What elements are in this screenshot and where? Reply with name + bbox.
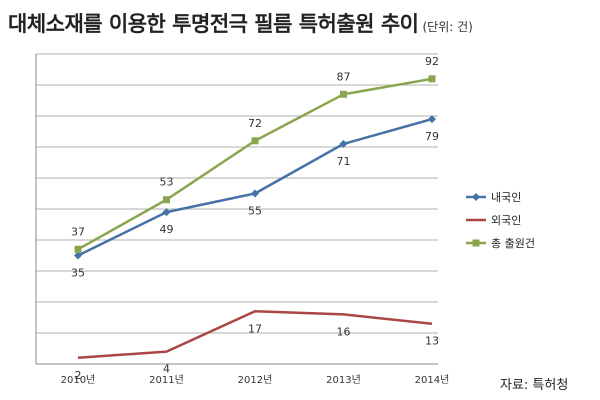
gridlines xyxy=(36,53,438,334)
legend-marker xyxy=(472,239,480,247)
data-label: 16 xyxy=(337,325,351,338)
data-label: 35 xyxy=(71,267,85,280)
series-line xyxy=(77,77,433,251)
chart-title: 대체소재를 이용한 투명전극 필름 특허출원 추이 xyxy=(8,12,419,36)
data-point xyxy=(163,196,170,204)
series-2: 37 53 72 87 92 xyxy=(71,55,439,253)
data-label: 53 xyxy=(160,176,174,189)
data-label: 2 xyxy=(75,369,82,382)
data-point xyxy=(340,90,347,98)
data-label: 49 xyxy=(160,223,174,236)
data-label: 37 xyxy=(71,225,85,238)
data-label: 71 xyxy=(337,155,351,168)
data-label: 13 xyxy=(425,335,439,348)
legend-label: 외국인 xyxy=(491,214,521,227)
data-point xyxy=(428,75,436,83)
data-label: 87 xyxy=(337,70,351,83)
legend-marker xyxy=(472,193,480,201)
data-point xyxy=(251,189,259,198)
chart-unit-note: (단위: 건) xyxy=(422,20,473,34)
data-label: 17 xyxy=(248,322,262,335)
data-point xyxy=(428,115,436,124)
data-point xyxy=(74,245,82,253)
x-tick-label: 2013년 xyxy=(326,374,361,386)
data-point xyxy=(74,251,82,260)
data-point xyxy=(251,137,259,145)
chart-title-bar: 대체소재를 이용한 투명전극 필름 특허출원 추이 (단위: 건) xyxy=(8,8,598,48)
legend-label: 내국인 xyxy=(491,191,521,204)
data-label: 92 xyxy=(425,55,439,68)
series-line xyxy=(77,310,433,360)
data-label: 55 xyxy=(248,205,262,218)
x-tick-label: 2012년 xyxy=(238,374,273,386)
data-label: 4 xyxy=(163,363,170,376)
source-note: 자료: 특허청 xyxy=(500,378,569,393)
x-tick-label: 2014년 xyxy=(415,374,450,386)
legend-label: 총 출원건 xyxy=(491,237,535,250)
data-label: 79 xyxy=(425,130,439,143)
x-tick-label: 2010년 xyxy=(61,374,96,386)
data-label: 72 xyxy=(248,117,262,130)
series-1: 2 4 17 16 13 xyxy=(75,310,439,382)
data-point xyxy=(339,139,348,148)
series-0: 35 49 55 71 79 xyxy=(71,115,439,280)
data-point xyxy=(162,208,171,217)
x-tick-label: 2011년 xyxy=(149,374,184,386)
